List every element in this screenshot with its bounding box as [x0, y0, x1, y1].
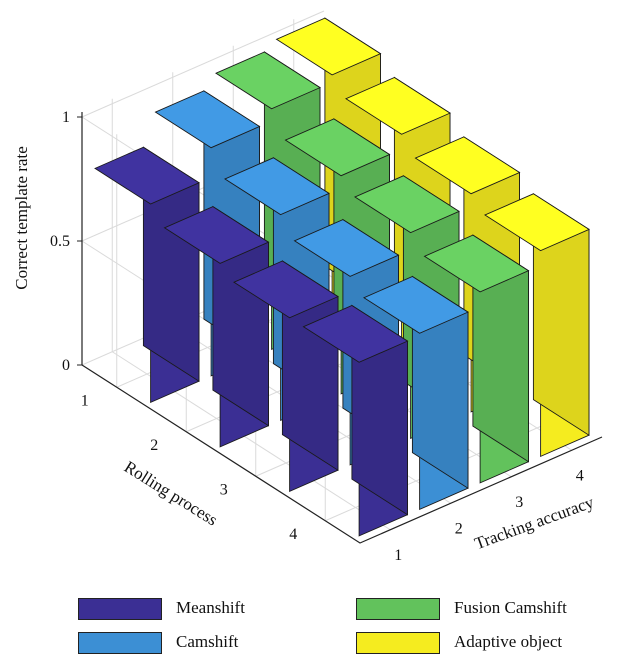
- bar-meanshift-2: [163, 205, 270, 448]
- z-tick-label: 0: [62, 357, 70, 374]
- tracking-tick-label: 2: [455, 520, 463, 537]
- bar-top-face: [484, 193, 590, 252]
- legend-swatch-adaptive-object: [356, 632, 440, 654]
- legend-swatch-camshift: [78, 632, 162, 654]
- z-tick-label: 1: [62, 109, 70, 126]
- bar-meanshift-4: [302, 304, 409, 537]
- bar-top-face: [302, 304, 409, 363]
- legend-label-meanshift: Meanshift: [176, 598, 245, 617]
- bar-top-face: [423, 234, 530, 293]
- bar-adaptive-object-4: [484, 192, 590, 458]
- rolling-tick-label: 4: [289, 526, 297, 543]
- bar-meanshift-1: [94, 146, 200, 404]
- bar-top-face: [233, 260, 339, 319]
- legend-item-camshift: Camshift: [78, 630, 318, 656]
- tracking-tick-label: 1: [394, 547, 402, 564]
- legend-item-meanshift: Meanshift: [78, 596, 318, 622]
- bar-top-face: [345, 76, 451, 135]
- legend-label-adaptive-object: Adaptive object: [454, 632, 563, 651]
- bar-camshift-4: [363, 275, 469, 511]
- bar-top-face: [293, 219, 400, 277]
- bar-top-face: [363, 275, 469, 334]
- z-axis-label: Correct template rate: [12, 146, 31, 289]
- bar-top-face: [275, 17, 382, 76]
- bar-top-face: [414, 136, 521, 195]
- z-tick-label: 0.5: [50, 233, 70, 250]
- legend-label-camshift: Camshift: [176, 632, 239, 651]
- bar-top-face: [224, 157, 330, 216]
- tracking-tick-label: 3: [515, 494, 523, 511]
- x-axis-label: Rolling process: [121, 457, 221, 529]
- rolling-tick-label: 2: [150, 437, 158, 454]
- bar-top-face: [354, 175, 460, 234]
- bar-top-face: [94, 146, 200, 205]
- bar-top-face: [154, 90, 261, 149]
- legend-item-fusion-camshift: Fusion Camshift: [356, 596, 616, 622]
- bar-top-face: [215, 51, 321, 110]
- legend-swatch-meanshift: [78, 598, 162, 620]
- bars: [94, 17, 590, 537]
- legend-swatch-fusion-camshift: [356, 598, 440, 620]
- bar-top-face: [284, 118, 391, 177]
- bar-fusion-camshift-4: [423, 234, 530, 484]
- y-axis-label: Tracking accuracy: [472, 492, 597, 553]
- legend: Meanshift Fusion Camshift Camshift Adapt…: [0, 590, 629, 663]
- bar-top-face: [163, 206, 270, 264]
- legend-label-fusion-camshift: Fusion Camshift: [454, 598, 567, 617]
- tracking-tick-label: 4: [576, 467, 584, 484]
- legend-item-adaptive-object: Adaptive object: [356, 630, 616, 656]
- grid-line: [81, 10, 325, 118]
- bar-meanshift-3: [233, 260, 339, 493]
- rolling-tick-label: 1: [81, 392, 89, 409]
- chart-3d-bars: Correct template rate Rolling process Tr…: [12, 10, 603, 564]
- floor-axis-line: [81, 364, 603, 544]
- rolling-tick-label: 3: [220, 481, 228, 498]
